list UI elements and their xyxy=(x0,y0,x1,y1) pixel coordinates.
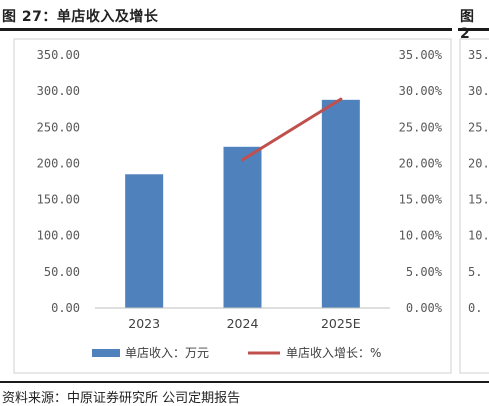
legend-label-revenue: 单店收入：万元 xyxy=(125,346,209,360)
next-panel-tick-label: 15. xyxy=(468,193,489,207)
legend-label-growth: 单店收入增长：% xyxy=(286,346,381,360)
category-labels: 2023 2024 2025E xyxy=(128,316,361,331)
right-tick-label: 10.00% xyxy=(399,229,443,243)
left-tick-label: 300.00 xyxy=(37,84,80,98)
legend-swatch-revenue xyxy=(92,349,120,357)
right-tick-label: 15.00% xyxy=(399,193,443,207)
next-chart-frame xyxy=(459,38,489,374)
next-panel-tick-label: 0. xyxy=(468,301,482,315)
left-tick-label: 250.00 xyxy=(37,120,80,134)
bar-series xyxy=(125,99,360,309)
title-rule xyxy=(0,28,452,31)
bar-2025E xyxy=(321,99,360,309)
next-panel-tick-label: 25. xyxy=(468,120,489,134)
left-tick-label: 150.00 xyxy=(37,193,80,207)
category-label: 2025E xyxy=(321,316,361,331)
next-panel-tick-label: 35. xyxy=(468,48,489,62)
category-label: 2024 xyxy=(227,316,259,331)
left-tick-label: 200.00 xyxy=(37,156,80,170)
bar-2023 xyxy=(125,174,164,308)
next-panel-tick-label: 30. xyxy=(468,84,489,98)
left-tick-label: 100.00 xyxy=(37,229,80,243)
next-panel-ticks: 35. 30. 25. 20. 15. 10. 5. 0. xyxy=(468,48,489,315)
source-note: 资料来源：中原证券研究所 公司定期报告 xyxy=(2,391,241,406)
next-figure-title-fragment: 图 2 xyxy=(460,9,475,42)
right-axis-ticks: 35.00% 30.00% 25.00% 20.00% 15.00% 10.00% 5.00… xyxy=(399,48,443,315)
growth-line-series xyxy=(241,97,343,162)
legend: 单店收入：万元 单店收入增长：% xyxy=(92,346,381,360)
bar-2024 xyxy=(223,146,262,308)
figure-title: 图 27：单店收入及增长 xyxy=(2,9,159,25)
left-axis-ticks: 350.00 300.00 250.00 200.00 150.00 100.00 50.0… xyxy=(37,48,80,315)
right-tick-label: 20.00% xyxy=(399,156,443,170)
source-rule xyxy=(0,381,489,383)
right-tick-label: 35.00% xyxy=(399,48,443,62)
left-tick-label: 350.00 xyxy=(37,48,80,62)
right-tick-label: 25.00% xyxy=(399,120,443,134)
growth-line xyxy=(241,97,343,162)
chart-frame xyxy=(13,38,452,374)
next-title-rule xyxy=(458,28,489,31)
left-tick-label: 50.00 xyxy=(44,265,80,279)
right-tick-label: 0.00% xyxy=(406,301,443,315)
category-label: 2023 xyxy=(128,316,160,331)
next-panel-tick-label: 10. xyxy=(468,229,489,243)
right-tick-label: 5.00% xyxy=(406,265,443,279)
next-panel-tick-label: 5. xyxy=(468,265,482,279)
left-tick-label: 0.00 xyxy=(51,301,80,315)
right-tick-label: 30.00% xyxy=(399,84,443,98)
next-panel-tick-label: 20. xyxy=(468,156,489,170)
